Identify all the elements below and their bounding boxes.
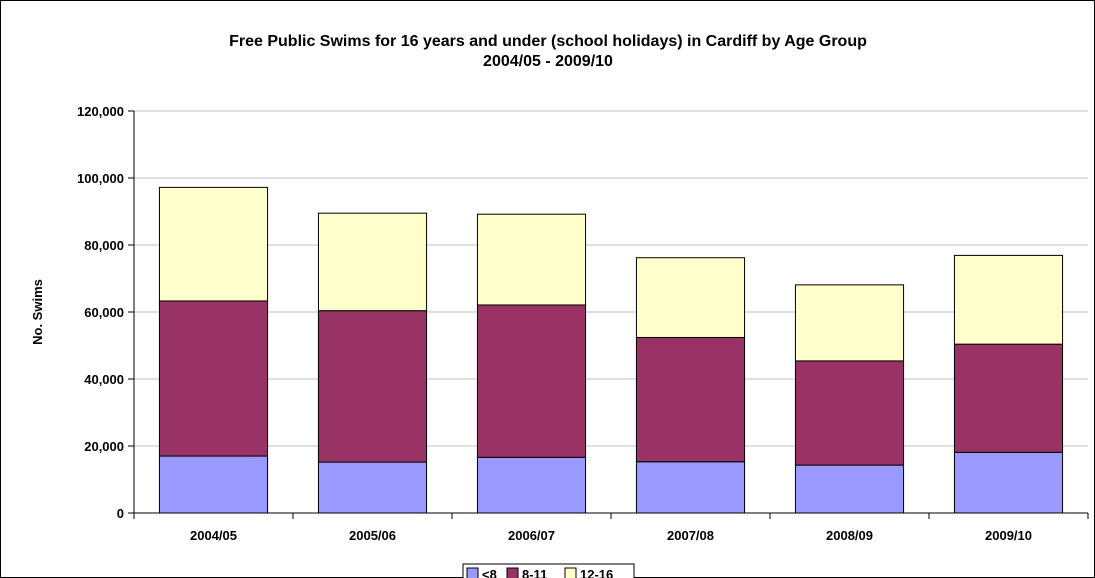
bar-segment bbox=[158, 300, 269, 457]
bar-segment bbox=[953, 343, 1064, 453]
bar-segment bbox=[635, 257, 746, 338]
legend-swatch bbox=[506, 567, 519, 578]
chart-subtitle: 2004/05 - 2009/10 bbox=[483, 53, 613, 70]
bar-segment bbox=[794, 464, 905, 514]
bar-segment bbox=[953, 451, 1064, 514]
y-tick-label: 120,000 bbox=[77, 104, 124, 119]
legend-swatch bbox=[564, 567, 577, 578]
bars bbox=[158, 186, 1064, 514]
x-tick-label: 2009/10 bbox=[985, 528, 1032, 543]
bar-segment bbox=[317, 212, 428, 312]
bar-segment bbox=[476, 213, 587, 306]
legend-label: 8-11 bbox=[522, 567, 547, 578]
y-tick-label: 100,000 bbox=[77, 171, 124, 186]
x-tick-label: 2008/09 bbox=[826, 528, 873, 543]
y-tick-labels: 0 20,000 40,000 60,000 80,000 100,000 120,000 bbox=[77, 104, 124, 521]
y-tick-label: 60,000 bbox=[84, 305, 124, 320]
bar-segment bbox=[158, 186, 269, 302]
legend-label: 12-16 bbox=[580, 567, 613, 578]
x-tick-label: 2005/06 bbox=[349, 528, 396, 543]
y-tick-label: 20,000 bbox=[84, 439, 124, 454]
bar-segment bbox=[476, 304, 587, 458]
y-axis-label: No. Swims bbox=[30, 279, 45, 345]
x-tick-label: 2006/07 bbox=[508, 528, 555, 543]
bar-segment bbox=[635, 461, 746, 514]
x-tick-labels: 2004/05 2005/06 2006/07 2007/08 2008/09 2009/… bbox=[190, 528, 1032, 543]
gridlines bbox=[134, 110, 1088, 447]
y-tick-label: 40,000 bbox=[84, 372, 124, 387]
bar-segment bbox=[794, 284, 905, 362]
bar-segment bbox=[158, 455, 269, 514]
chart-title: Free Public Swims for 16 years and under… bbox=[229, 33, 867, 50]
legend-box bbox=[462, 563, 635, 578]
bar-segment bbox=[794, 360, 905, 466]
legend-swatch bbox=[466, 567, 479, 578]
axes bbox=[128, 110, 1089, 519]
bar-segment bbox=[953, 254, 1064, 345]
legend-label: <8 bbox=[482, 567, 497, 578]
y-tick-label: 0 bbox=[117, 506, 124, 521]
bar-segment bbox=[317, 310, 428, 463]
bar-segment bbox=[635, 336, 746, 463]
x-tick-label: 2004/05 bbox=[190, 528, 237, 543]
bar-segment bbox=[317, 461, 428, 514]
legend: <8 8-11 12-16 bbox=[462, 563, 635, 578]
bar-segment bbox=[476, 456, 587, 514]
y-tick-label: 80,000 bbox=[84, 238, 124, 253]
x-tick-label: 2007/08 bbox=[667, 528, 714, 543]
